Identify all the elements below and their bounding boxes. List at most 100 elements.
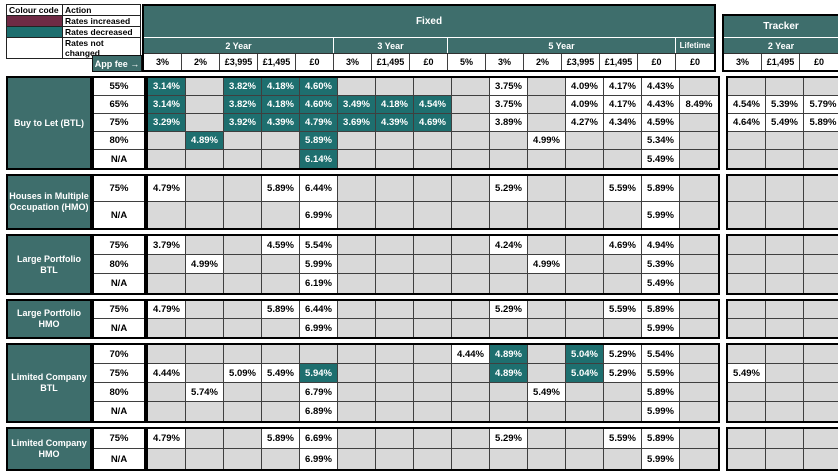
rate-cell bbox=[566, 319, 604, 337]
rate-cell bbox=[376, 319, 414, 337]
table-header: Colour code Action Rates increased Rates… bbox=[6, 4, 838, 72]
fee-column-header: £1,495 bbox=[372, 54, 410, 70]
rate-cell: 4.99% bbox=[528, 255, 566, 274]
rate-cell bbox=[338, 255, 376, 274]
rate-cell: 4.99% bbox=[186, 255, 224, 274]
rate-cell bbox=[224, 202, 262, 228]
rate-cell: 5.39% bbox=[642, 255, 680, 274]
ltv-cell: N/A bbox=[94, 202, 144, 228]
rate-cell: 3.75% bbox=[490, 96, 528, 114]
rate-cell bbox=[452, 255, 490, 274]
fixed-rates-block: 3.79% 4.59% 5.54% 4.24% 4.69% 4.94% 4.99% 5.99%… bbox=[146, 234, 720, 295]
rate-cell: 4.39% bbox=[376, 114, 414, 132]
rate-cell bbox=[414, 383, 452, 402]
rate-cell bbox=[680, 402, 718, 421]
rate-cell bbox=[186, 78, 224, 96]
rate-cell bbox=[804, 383, 838, 402]
year-group-header: Lifetime bbox=[676, 38, 714, 53]
rate-cell bbox=[186, 402, 224, 421]
rate-cell: 4.69% bbox=[414, 114, 452, 132]
rate-cell bbox=[566, 402, 604, 421]
rate-cell bbox=[452, 383, 490, 402]
rate-cell bbox=[528, 345, 566, 364]
fee-column-header: £3,995 bbox=[562, 54, 600, 70]
rate-cell bbox=[766, 383, 804, 402]
section: Limited Company HMO 75% N/A 4.79% 5.89% 6.69%… bbox=[6, 427, 838, 471]
rate-cell bbox=[528, 429, 566, 449]
rate-cell bbox=[766, 402, 804, 421]
rate-cell bbox=[604, 202, 642, 228]
rate-cell bbox=[338, 132, 376, 150]
rate-cell bbox=[566, 150, 604, 168]
rate-row bbox=[728, 255, 838, 274]
rate-cell bbox=[224, 176, 262, 202]
rate-cell: 4.18% bbox=[262, 96, 300, 114]
rate-cell bbox=[566, 132, 604, 150]
fee-column-header: £1,495 bbox=[762, 54, 800, 70]
rate-cell: 4.17% bbox=[604, 78, 642, 96]
section-label: Large Portfolio BTL bbox=[6, 234, 92, 295]
rate-row bbox=[728, 345, 838, 364]
rate-cell: 4.94% bbox=[642, 236, 680, 255]
rate-row: 4.99% 5.99% 4.99% 5.39% bbox=[148, 255, 718, 274]
rate-row: 4.44% 5.09% 5.49% 5.94% 4.89% 5.04% 5.29% 5.59% bbox=[148, 364, 718, 383]
fee-column-header: 3% bbox=[334, 54, 372, 70]
legend-header-colour-code: Colour code bbox=[6, 4, 63, 16]
rate-cell bbox=[728, 319, 766, 337]
rate-cell bbox=[528, 274, 566, 293]
rate-cell bbox=[376, 301, 414, 319]
rate-row: 6.99% 5.99% bbox=[148, 449, 718, 469]
rate-cell bbox=[452, 364, 490, 383]
rate-cell bbox=[604, 319, 642, 337]
ltv-row: N/A bbox=[94, 449, 144, 469]
rate-row: 4.79% 5.89% 6.44% 5.29% 5.59% 5.89% bbox=[148, 176, 718, 202]
rate-cell bbox=[490, 202, 528, 228]
rate-cell: 5.49% bbox=[262, 364, 300, 383]
ltv-column: 75% 80% N/A bbox=[92, 234, 146, 295]
rate-cell: 4.18% bbox=[376, 96, 414, 114]
section: Buy to Let (BTL) 55% 65% 75% 80% N/A 3.14% 3.82… bbox=[6, 76, 838, 170]
rate-cell: 5.34% bbox=[642, 132, 680, 150]
rate-cell bbox=[566, 383, 604, 402]
rate-cell: 5.04% bbox=[566, 345, 604, 364]
rate-cell bbox=[604, 449, 642, 469]
rate-cell bbox=[566, 274, 604, 293]
rate-row bbox=[728, 449, 838, 469]
ltv-row: 70% bbox=[94, 345, 144, 364]
rate-cell bbox=[728, 301, 766, 319]
section-label: Limited Company BTL bbox=[6, 343, 92, 423]
rate-cell: 5.49% bbox=[642, 274, 680, 293]
rate-cell bbox=[338, 383, 376, 402]
rate-cell: 4.39% bbox=[262, 114, 300, 132]
rate-cell bbox=[224, 274, 262, 293]
rate-cell bbox=[566, 301, 604, 319]
ltv-row: N/A bbox=[94, 274, 144, 293]
fee-column-header: £1,495 bbox=[258, 54, 296, 70]
rate-cell bbox=[766, 364, 804, 383]
rate-cell bbox=[452, 429, 490, 449]
rate-cell bbox=[490, 319, 528, 337]
rate-cell: 5.49% bbox=[766, 114, 804, 132]
rate-cell: 4.44% bbox=[148, 364, 186, 383]
rate-cell bbox=[414, 274, 452, 293]
rate-cell bbox=[414, 429, 452, 449]
rate-cell bbox=[414, 255, 452, 274]
ltv-cell: 75% bbox=[94, 429, 144, 449]
rate-row bbox=[728, 150, 838, 168]
rate-cell bbox=[528, 202, 566, 228]
rate-cell bbox=[224, 236, 262, 255]
rate-cell bbox=[148, 402, 186, 421]
rate-cell bbox=[804, 132, 838, 150]
rate-cell: 6.79% bbox=[300, 383, 338, 402]
rate-row: 6.99% 5.99% bbox=[148, 202, 718, 228]
rate-cell: 4.09% bbox=[566, 96, 604, 114]
rate-cell bbox=[224, 319, 262, 337]
rate-cell bbox=[680, 274, 718, 293]
rate-cell: 5.59% bbox=[604, 429, 642, 449]
rate-row bbox=[728, 236, 838, 255]
rate-cell bbox=[490, 383, 528, 402]
ltv-cell: 65% bbox=[94, 96, 144, 114]
fee-column-header: 3% bbox=[724, 54, 762, 70]
rate-cell: 5.99% bbox=[300, 255, 338, 274]
ltv-row: 75% bbox=[94, 176, 144, 202]
